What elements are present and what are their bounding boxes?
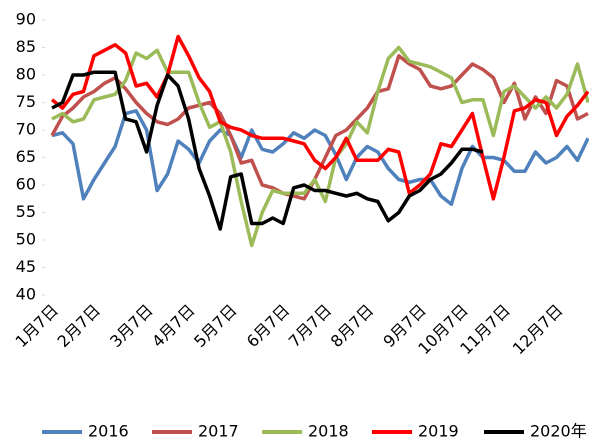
y-tick-label: 60: [16, 175, 36, 194]
series-line: [51, 70, 484, 231]
y-tick-label: 65: [16, 147, 36, 166]
x-tick-label: 5月7日: [190, 301, 240, 351]
x-tick-label: 4月7日: [148, 301, 198, 351]
x-tick-label: 3月7日: [106, 301, 156, 351]
x-tick-label: 7月7日: [285, 301, 335, 351]
series-line: [50, 34, 589, 201]
legend-label: 2020年: [530, 422, 587, 441]
x-tick-label: 12月7日: [509, 301, 567, 359]
y-tick-label: 45: [16, 257, 36, 276]
series-line: [51, 109, 589, 207]
y-tick-label: 50: [16, 230, 36, 249]
y-tick-label: 85: [16, 37, 36, 56]
legend-label: 2019: [418, 422, 459, 441]
y-tick-label: 90: [16, 10, 36, 29]
legend-label: 2016: [88, 422, 129, 441]
x-tick-label: 2月7日: [54, 301, 104, 351]
x-tick-label: 1月7日: [12, 301, 62, 351]
series-line: [50, 54, 589, 201]
y-tick-label: 80: [16, 65, 36, 84]
x-tick-label: 6月7日: [243, 301, 293, 351]
y-tick-label: 70: [16, 120, 36, 139]
y-tick-label: 75: [16, 92, 36, 111]
y-tick-label: 55: [16, 202, 36, 221]
x-tick-label: 8月7日: [327, 301, 377, 351]
y-tick-label: 40: [16, 285, 36, 304]
legend-label: 2017: [198, 422, 239, 441]
legend-label: 2018: [308, 422, 349, 441]
